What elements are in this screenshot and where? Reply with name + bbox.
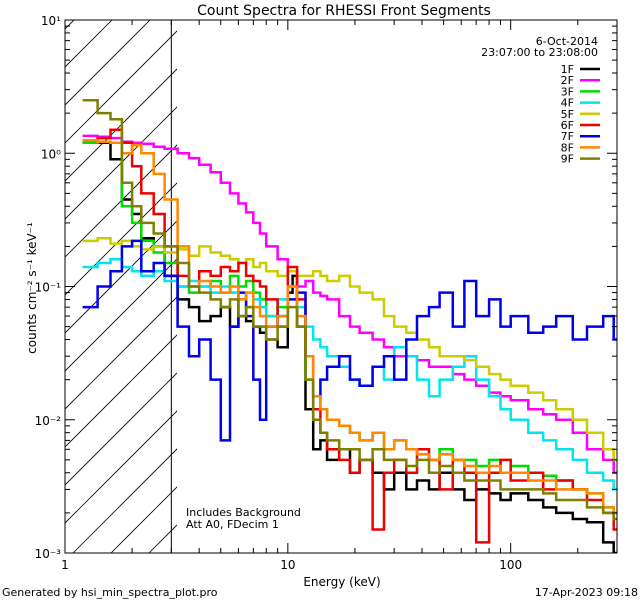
hatch-line xyxy=(65,410,177,524)
hatch-line xyxy=(65,372,177,486)
hatch-line xyxy=(65,334,177,448)
hatch-line xyxy=(65,220,177,334)
annotation-attenuator: Att A0, FDecim 1 xyxy=(186,518,279,531)
legend-label-3F: 3F xyxy=(561,85,574,98)
excluded-region-hatch xyxy=(0,0,177,553)
legend-label-6F: 6F xyxy=(561,119,574,132)
hatch-line xyxy=(65,20,151,106)
x-tick-label-10: 10 xyxy=(280,558,295,572)
date-label: 6-Oct-2014 xyxy=(536,35,598,48)
x-tick-label-100: 100 xyxy=(499,558,522,572)
y-axis-label: counts cm⁻² s⁻¹ keV⁻¹ xyxy=(25,222,39,354)
axis-ticks xyxy=(64,19,618,554)
x-tick-label-1: 1 xyxy=(61,558,69,572)
legend-label-8F: 8F xyxy=(561,141,574,154)
y-tick-label-10-m3: 10⁻³ xyxy=(35,547,62,561)
y-tick-label-10-1: 10¹ xyxy=(41,14,61,28)
hatch-line xyxy=(0,0,25,553)
y-tick-labels: 10¹ 10⁰ 10⁻¹ 10⁻² 10⁻³ xyxy=(35,14,62,561)
hatch-line xyxy=(65,182,177,296)
series-group xyxy=(82,98,617,553)
hatch-line xyxy=(65,20,75,30)
series-9F xyxy=(82,98,617,521)
x-axis-label: Energy (keV) xyxy=(303,575,380,589)
series-4F xyxy=(82,258,617,491)
series-1F xyxy=(82,140,617,553)
hatch-line xyxy=(72,448,177,553)
legend-label-9F: 9F xyxy=(561,153,574,166)
series-7F xyxy=(82,239,617,442)
annotation-background: Includes Background xyxy=(186,506,301,519)
chart-title: Count Spectra for RHESSI Front Segments xyxy=(197,3,491,19)
legend-label-4F: 4F xyxy=(561,97,574,110)
y-tick-label-10-0: 10⁰ xyxy=(41,147,61,161)
hatch-line xyxy=(65,296,177,410)
time-range-label: 23:07:00 to 23:08:00 xyxy=(481,46,598,59)
y-tick-label-10-m2: 10⁻² xyxy=(35,414,62,428)
legend-label-5F: 5F xyxy=(561,108,574,121)
legend-label-1F: 1F xyxy=(561,63,574,76)
legend-label-2F: 2F xyxy=(561,74,574,87)
timestamp-label: 17-Apr-2023 09:18 xyxy=(535,586,638,599)
hatch-line xyxy=(65,68,177,182)
hatch-line xyxy=(65,258,177,372)
hatch-line xyxy=(65,30,177,144)
y-tick-label-10-m1: 10⁻¹ xyxy=(35,281,62,295)
generated-by-label: Generated by hsi_min_spectra_plot.pro xyxy=(2,586,218,599)
legend-label-7F: 7F xyxy=(561,130,574,143)
series-2F xyxy=(82,134,617,475)
series-8F xyxy=(82,139,617,515)
x-tick-labels: 1 10 100 xyxy=(61,558,522,572)
